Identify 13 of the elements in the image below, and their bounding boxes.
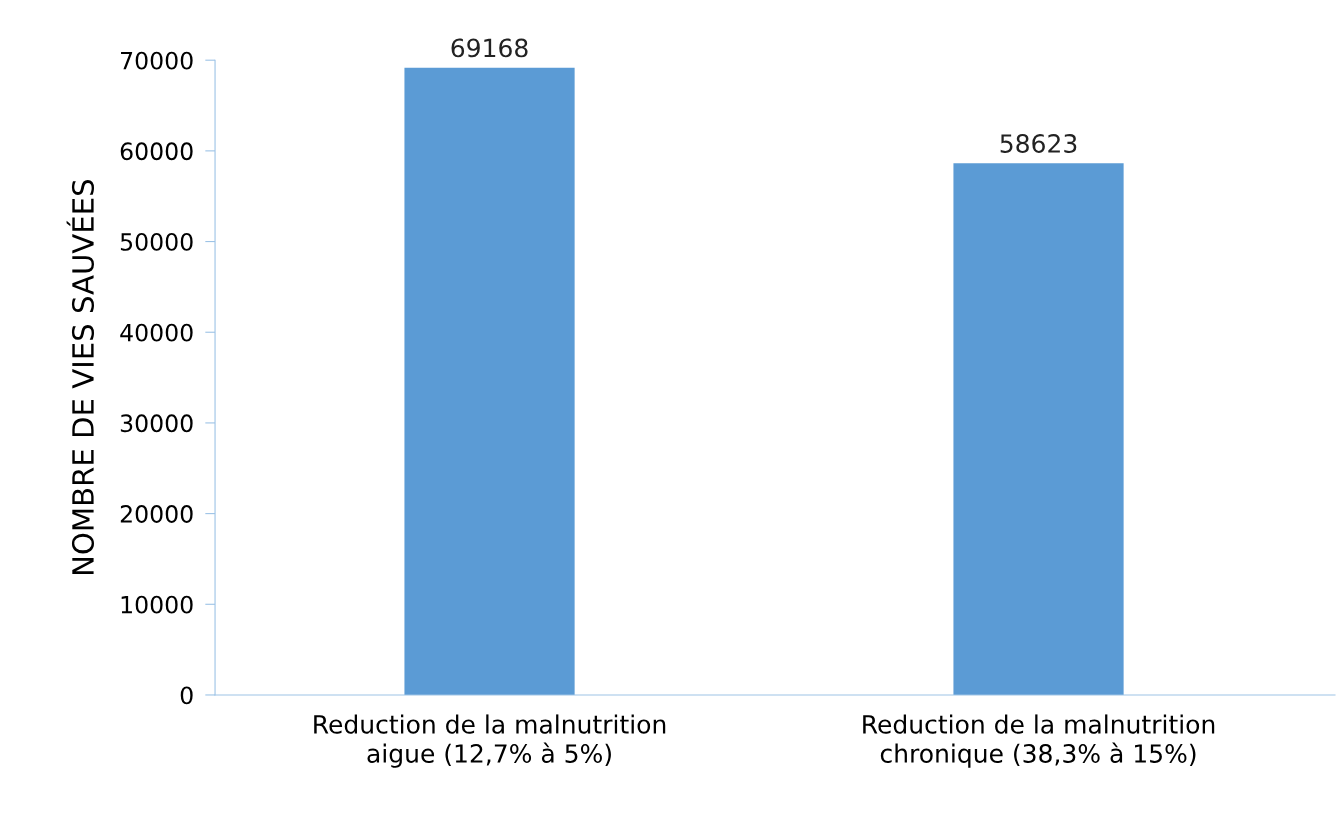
y-tick-label: 70000 [121, 51, 193, 70]
x-tick-label: Reduction de la malnutrition aigue (12,7% à 5%) [314, 714, 666, 768]
x-tick-label: Reduction de la malnutrition chronique (38,3% à 15%) [863, 714, 1215, 768]
data-label: 58623 [1000, 134, 1077, 153]
y-tick-label: 50000 [120, 233, 193, 251]
y-tick-label: 30000 [120, 414, 193, 433]
y-tick-label: 20000 [120, 505, 193, 523]
y-tick-label: 40000 [120, 323, 193, 342]
y-tick-label: 60000 [120, 142, 193, 161]
y-tick-label: 0 [180, 686, 193, 705]
y-axis-title: NOMBRE DE VIES SAUVÉES [66, 179, 94, 574]
data-label: 69168 [451, 38, 528, 58]
y-tick-label: 10000 [121, 595, 193, 614]
